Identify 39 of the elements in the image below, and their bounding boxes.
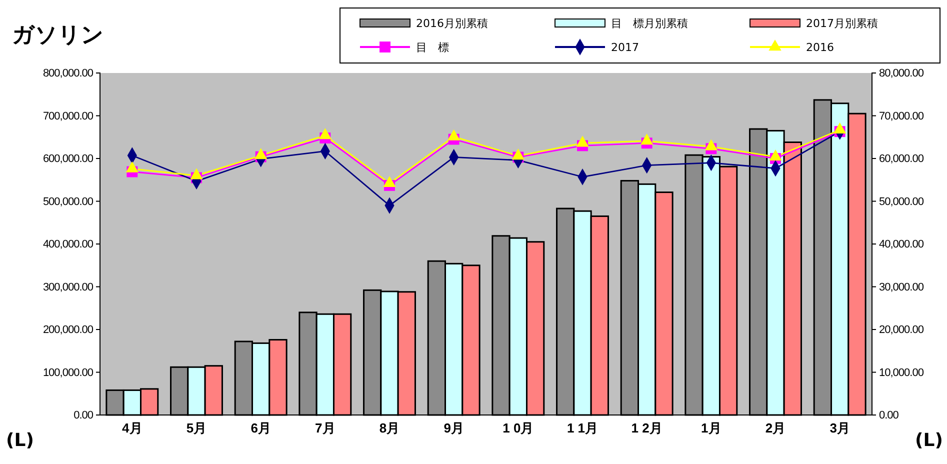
legend-label: 目 標月別累積: [611, 17, 688, 30]
legend-label: 2017: [611, 41, 639, 54]
y2-tick-label: 30,000.00: [879, 281, 924, 294]
y2-tick-label: 0.00: [879, 410, 899, 422]
legend-label: 2016: [806, 41, 834, 54]
legend-label: 2017月別累積: [806, 17, 878, 30]
y-tick-label: 0.00: [74, 410, 94, 422]
y2-tick-label: 70,000.00: [879, 110, 924, 122]
x-tick-label: 1 0月: [502, 420, 534, 436]
y2-axis-title: (L): [915, 430, 943, 451]
y2-tick-label: 10,000.00: [879, 366, 924, 379]
x-tick-label: 2月: [765, 420, 786, 436]
y-tick-label: 300,000.00: [42, 281, 94, 294]
y2-tick-label: 80,000.00: [879, 68, 924, 80]
y-tick-label: 400,000.00: [42, 238, 94, 251]
x-tick-label: 1月: [701, 420, 722, 436]
y2-tick-label: 60,000.00: [879, 153, 924, 166]
x-tick-label: 1 1月: [566, 420, 598, 436]
x-tick-label: 5月: [186, 420, 207, 436]
y2-tick-label: 50,000.00: [879, 196, 924, 208]
x-tick-label: 6月: [250, 420, 271, 436]
y2-tick-label: 20,000.00: [879, 324, 924, 336]
y2-tick-label: 40,000.00: [879, 238, 924, 251]
x-tick-label: 7月: [315, 420, 336, 436]
y-tick-label: 200,000.00: [42, 324, 94, 336]
x-tick-label: 4月: [122, 420, 142, 436]
x-tick-label: 8月: [379, 420, 400, 436]
legend-label: 目 標: [416, 41, 449, 54]
y-tick-label: 800,000.00: [42, 68, 94, 80]
x-tick-label: 1 2月: [631, 420, 662, 436]
y-tick-label: 500,000.00: [42, 196, 94, 208]
chart-title: ガソリン: [12, 23, 104, 48]
y-axis-title: (L): [6, 430, 34, 451]
legend-label: 2016月別累積: [416, 17, 488, 30]
y-tick-label: 100,000.00: [42, 366, 94, 379]
y-tick-label: 600,000.00: [42, 153, 94, 166]
x-tick-label: 9月: [444, 420, 464, 436]
y-tick-label: 700,000.00: [42, 110, 94, 122]
x-tick-label: 3月: [830, 420, 850, 436]
